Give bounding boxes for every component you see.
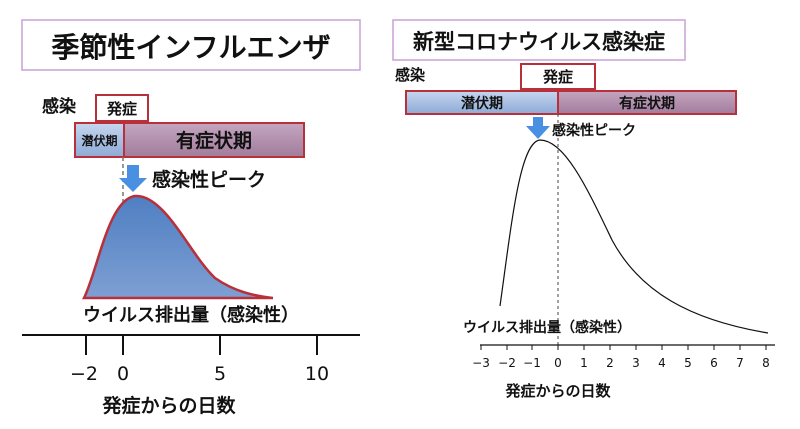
left-title-box: [21, 19, 361, 71]
right-infection-label: 感染: [395, 66, 426, 84]
left-symptomatic-label: 有症状期: [176, 129, 252, 152]
right-tick-label: 0: [554, 356, 562, 370]
right-tick-label: −2: [498, 356, 516, 370]
left-incubation-bar: [74, 122, 125, 158]
left-peak-arrow-icon: [119, 165, 147, 192]
left-symptomatic-bar: [123, 122, 305, 158]
right-peak-arrow-icon: [526, 117, 550, 139]
right-tick-label: 6: [710, 356, 718, 370]
left-x-axis-label: 発症からの日数: [101, 394, 236, 417]
left-curve-label: ウイルス排出量（感染性）: [83, 304, 299, 326]
right-symptomatic-bar: [557, 90, 737, 115]
right-panel: 新型コロナウイルス感染症 感染 発症 潜伏期 有症状期 感染性ピーク ウイルス排…: [392, 19, 775, 400]
left-onset-label: 発症: [106, 100, 137, 118]
left-incubation-label: 潜伏期: [81, 133, 117, 148]
left-panel: 季節性インフルエンザ 感染 発症 潜伏期 有症状期 感染性ピーク ウイルス排出量…: [21, 19, 361, 417]
left-onset-box: [95, 94, 149, 122]
right-tick-label: −3: [472, 356, 490, 370]
right-tick-label: 3: [632, 356, 640, 370]
left-tick-label: 10: [305, 363, 329, 385]
left-title: 季節性インフルエンザ: [51, 31, 330, 64]
right-title-box: [392, 19, 686, 61]
right-curve-label: ウイルス排出量（感染性）: [463, 319, 631, 336]
right-tick-label: 5: [684, 356, 692, 370]
right-shedding-curve: [499, 139, 769, 334]
right-tick-label: 7: [736, 356, 744, 370]
right-symptomatic-label: 有症状期: [619, 95, 675, 112]
left-shedding-curve: [81, 194, 274, 300]
right-incubation-label: 潜伏期: [461, 95, 503, 112]
right-title: 新型コロナウイルス感染症: [413, 30, 665, 54]
right-tick-label: 1: [580, 356, 588, 370]
right-tick-label: 2: [606, 356, 614, 370]
left-tick-label: 0: [117, 363, 129, 385]
left-tick-label: −2: [70, 363, 98, 385]
right-tick-label: −1: [523, 356, 541, 370]
right-tick-label: 8: [762, 356, 770, 370]
right-ticks: [480, 345, 767, 350]
left-infection-label: 感染: [42, 96, 76, 117]
right-peak-label: 感染性ピーク: [552, 122, 636, 139]
left-tick-label: 5: [214, 363, 226, 385]
right-onset-box: [520, 63, 596, 90]
left-peak-label: 感染性ピーク: [152, 168, 266, 191]
right-x-axis-label: 発症からの日数: [504, 382, 611, 400]
right-onset-label: 発症: [542, 68, 573, 86]
right-tick-label: 4: [658, 356, 666, 370]
